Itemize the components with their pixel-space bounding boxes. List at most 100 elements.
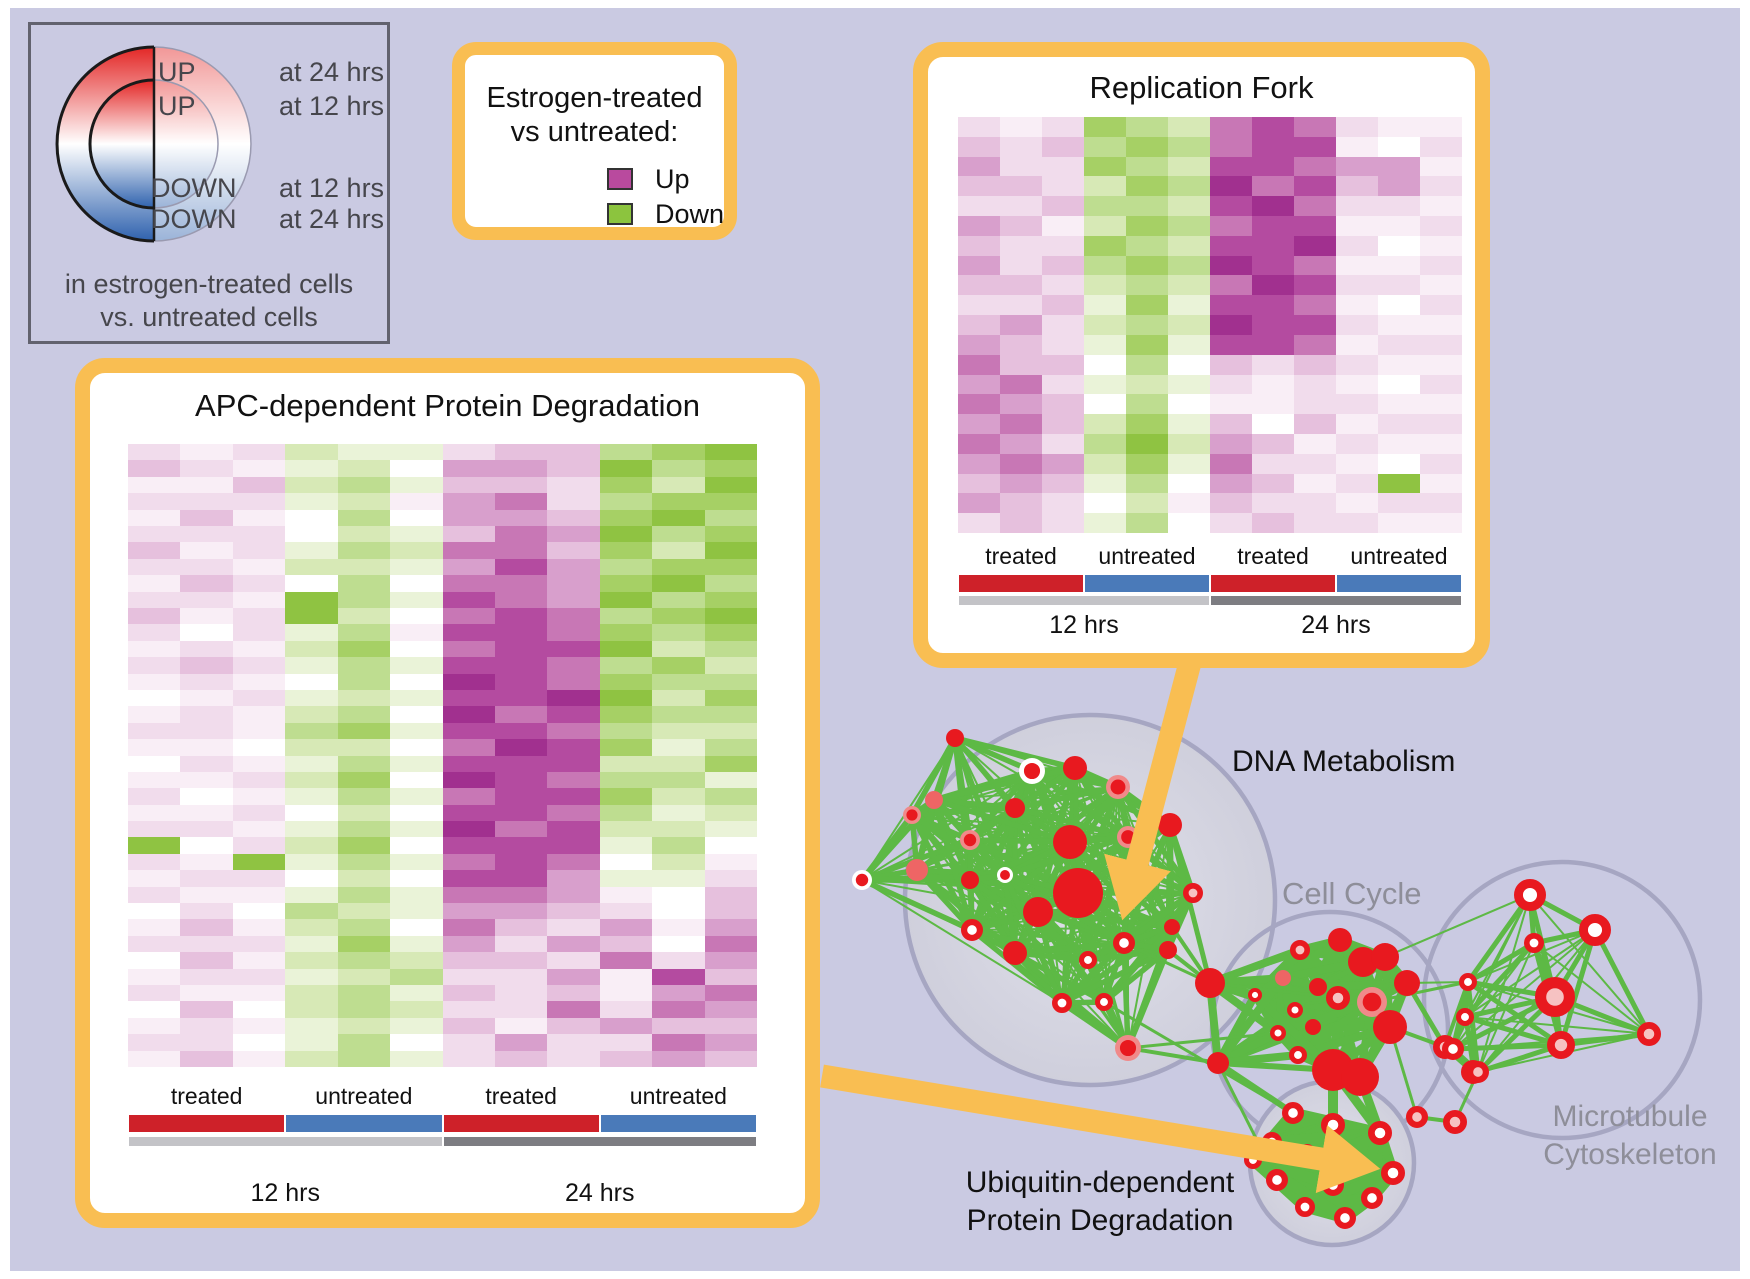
heatmap-cell bbox=[390, 935, 443, 953]
heatmap-cell bbox=[285, 673, 338, 690]
heatmap-cell bbox=[1378, 196, 1420, 217]
heatmap-cell bbox=[652, 804, 705, 822]
heatmap-cell bbox=[494, 788, 548, 805]
heatmap-cell bbox=[1042, 334, 1084, 355]
treatment-color-bar bbox=[129, 1115, 285, 1132]
heatmap-cell bbox=[704, 870, 757, 887]
heatmap-cell bbox=[128, 952, 181, 969]
heatmap-cell bbox=[494, 837, 548, 854]
heatmap-cell bbox=[494, 460, 548, 477]
outer-right-arc bbox=[153, 46, 252, 242]
heatmap-cell bbox=[1420, 473, 1462, 494]
heatmap-cell bbox=[599, 771, 653, 789]
heatmap-cell bbox=[958, 295, 1000, 316]
heatmap-cell bbox=[1168, 334, 1210, 355]
heatmap-cell bbox=[442, 444, 495, 461]
heatmap-cell bbox=[285, 1001, 338, 1018]
ubiquitin-label-line1: Ubiquitin-dependent bbox=[965, 1166, 1235, 1199]
heatmap-cell bbox=[337, 444, 391, 461]
heatmap-cell bbox=[442, 1034, 495, 1051]
network-edge bbox=[1558, 929, 1598, 1046]
heatmap-cell bbox=[1336, 255, 1378, 276]
heatmap-cell bbox=[390, 575, 443, 592]
ring-legend-time-1: at 24 hrs bbox=[279, 57, 385, 87]
heatmap-cell bbox=[180, 542, 233, 559]
heatmap-cell bbox=[547, 575, 600, 592]
heatmap-cell bbox=[1042, 275, 1084, 296]
heatmap-cell bbox=[958, 394, 1000, 415]
heatmap-cell bbox=[599, 739, 653, 756]
heatmap-cell bbox=[599, 722, 653, 740]
network-edge bbox=[1014, 940, 1125, 956]
heatmap-cell bbox=[1126, 156, 1168, 177]
heatmap-cell bbox=[704, 722, 757, 740]
heatmap-cell bbox=[1126, 473, 1168, 494]
heatmap-cell bbox=[390, 1017, 443, 1035]
heatmap-cell bbox=[232, 1034, 286, 1051]
heatmap-cell bbox=[1000, 196, 1042, 217]
heatmap-cell bbox=[1168, 513, 1210, 533]
heatmap-cell bbox=[652, 870, 705, 887]
heatmap-cell bbox=[652, 542, 705, 559]
heatmap-cell bbox=[547, 1034, 600, 1051]
heatmap-cell bbox=[599, 525, 653, 543]
heatmap-cell bbox=[285, 509, 338, 526]
heatmap-cell bbox=[547, 886, 600, 904]
heatmap-cell bbox=[652, 509, 705, 526]
network-edge bbox=[1002, 873, 1065, 1005]
heatmap-cell bbox=[180, 640, 233, 658]
heatmap-cell bbox=[285, 444, 338, 461]
heatmap-cell bbox=[1042, 354, 1084, 375]
heatmap-cell bbox=[1000, 235, 1042, 256]
heatmap-cell bbox=[128, 1001, 181, 1018]
heatmap-cell bbox=[1210, 453, 1252, 474]
heatmap-cell bbox=[547, 755, 600, 772]
heatmap-cell bbox=[285, 542, 338, 559]
heatmap-cell bbox=[704, 640, 757, 658]
heatmap-cell bbox=[704, 935, 757, 953]
heatmap-cell bbox=[1210, 315, 1252, 335]
heatmap-cell bbox=[652, 624, 705, 641]
heatmap-cell bbox=[1294, 275, 1336, 296]
heatmap-cell bbox=[1084, 354, 1126, 375]
heatmap-cell bbox=[547, 558, 600, 576]
heatmap-cell bbox=[1252, 275, 1294, 296]
bridge-edge bbox=[1123, 941, 1211, 985]
heatmap-cell bbox=[337, 935, 391, 953]
heatmap-cell bbox=[180, 919, 233, 936]
gene-node-d3 bbox=[1110, 779, 1126, 795]
heatmap-cell bbox=[1000, 117, 1042, 137]
heatmap-cell bbox=[390, 952, 443, 969]
gene-node-c1 bbox=[1328, 928, 1352, 952]
heatmap-cell bbox=[1252, 117, 1294, 137]
outer-left-arc bbox=[55, 45, 155, 243]
gene-node-c5 bbox=[1325, 985, 1350, 1010]
heatmap-cell bbox=[652, 444, 705, 461]
heatmap-cell bbox=[180, 1001, 233, 1018]
heatmap-cell bbox=[1000, 414, 1042, 434]
heatmap-cell bbox=[1420, 255, 1462, 276]
heatmap-cell bbox=[442, 689, 495, 707]
heatmap-cell bbox=[1168, 196, 1210, 217]
time-group-label: 24 hrs bbox=[565, 1179, 635, 1207]
heatmap-cell bbox=[599, 755, 653, 772]
heatmap-cell bbox=[958, 275, 1000, 296]
heatmap-cell bbox=[494, 985, 548, 1002]
gene-node-u10 bbox=[1333, 1206, 1356, 1229]
heatmap-cell bbox=[337, 476, 391, 494]
heatmap-cell bbox=[285, 739, 338, 756]
heatmap-cell bbox=[232, 886, 286, 904]
heatmap-cell bbox=[1420, 394, 1462, 415]
heatmap-cell bbox=[494, 673, 548, 690]
heatmap-cell bbox=[285, 755, 338, 772]
gene-node-m0 bbox=[1513, 878, 1546, 911]
heatmap-cell bbox=[1000, 513, 1042, 533]
heatmap-cell bbox=[1336, 473, 1378, 494]
heatmap-cell bbox=[1126, 216, 1168, 236]
heatmap-cell bbox=[599, 853, 653, 871]
heatmap-cell bbox=[337, 837, 391, 854]
heatmap-cell bbox=[1252, 473, 1294, 494]
up-swatch bbox=[607, 168, 633, 190]
heatmap-cell bbox=[958, 414, 1000, 434]
heatmap-cell bbox=[1084, 176, 1126, 197]
